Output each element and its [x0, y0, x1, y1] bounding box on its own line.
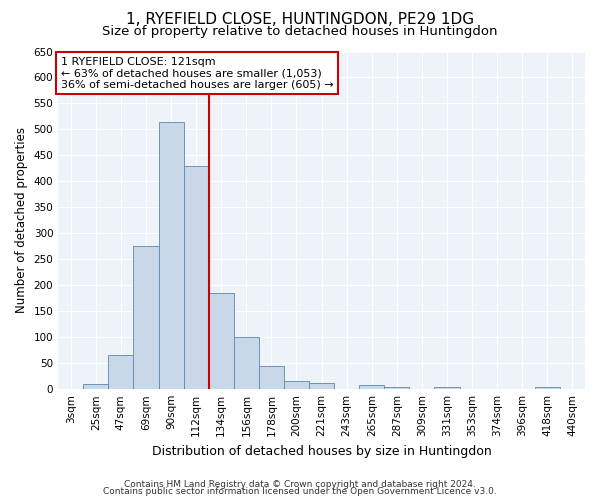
Bar: [133, 246, 158, 389]
Text: Size of property relative to detached houses in Huntingdon: Size of property relative to detached ho…: [102, 25, 498, 38]
Bar: [259, 366, 284, 389]
Bar: [309, 383, 334, 389]
Text: 1 RYEFIELD CLOSE: 121sqm
← 63% of detached houses are smaller (1,053)
36% of sem: 1 RYEFIELD CLOSE: 121sqm ← 63% of detach…: [61, 56, 334, 90]
Bar: [359, 385, 385, 389]
Bar: [434, 386, 460, 389]
Text: Contains public sector information licensed under the Open Government Licence v3: Contains public sector information licen…: [103, 488, 497, 496]
Bar: [158, 122, 184, 389]
Text: Contains HM Land Registry data © Crown copyright and database right 2024.: Contains HM Land Registry data © Crown c…: [124, 480, 476, 489]
Bar: [109, 356, 133, 389]
Text: 1, RYEFIELD CLOSE, HUNTINGDON, PE29 1DG: 1, RYEFIELD CLOSE, HUNTINGDON, PE29 1DG: [126, 12, 474, 28]
Bar: [385, 386, 409, 389]
Y-axis label: Number of detached properties: Number of detached properties: [15, 128, 28, 314]
Bar: [284, 382, 309, 389]
Bar: [234, 337, 259, 389]
X-axis label: Distribution of detached houses by size in Huntingdon: Distribution of detached houses by size …: [152, 444, 491, 458]
Bar: [209, 293, 234, 389]
Bar: [535, 386, 560, 389]
Bar: [83, 384, 109, 389]
Bar: [184, 166, 209, 389]
